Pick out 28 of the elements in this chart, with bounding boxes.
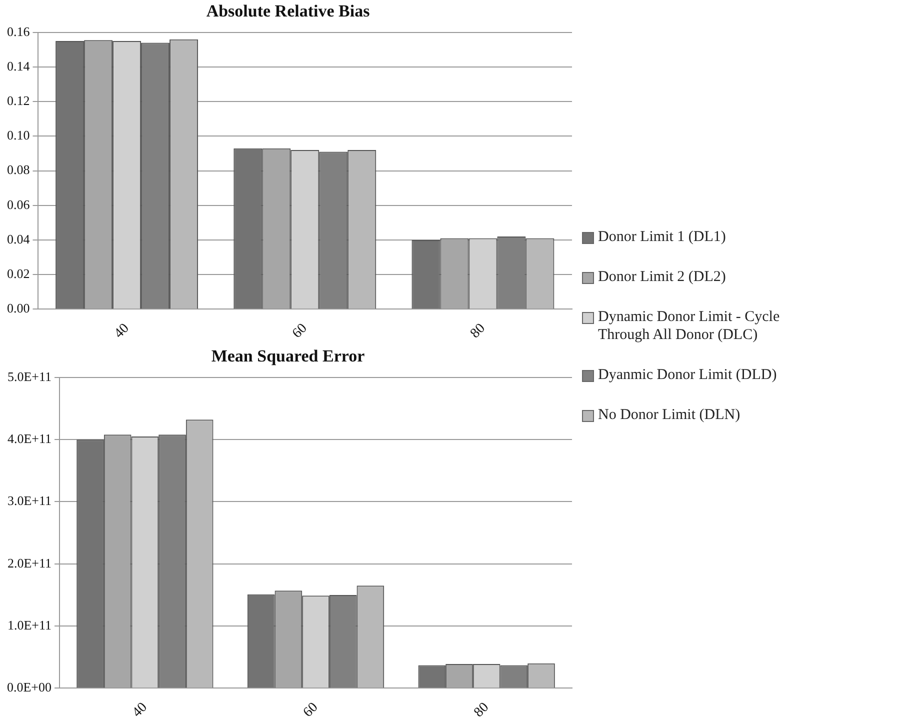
y-tick-label: 0.02 xyxy=(7,266,30,282)
y-tick-label: 5.0E+11 xyxy=(7,368,52,384)
x-tick-label: 60 xyxy=(290,320,310,342)
x-tick-label: 40 xyxy=(112,320,132,342)
y-tick-label: 2.0E+11 xyxy=(7,555,52,570)
y-tick-label: 1.0E+11 xyxy=(7,617,52,632)
x-tick-label: 80 xyxy=(468,320,488,342)
y-tick-label: 0.04 xyxy=(7,231,30,246)
y-tick-label: 0.0E+00 xyxy=(6,680,52,695)
y-tick-label: 0.16 xyxy=(7,24,30,39)
legend-label: Donor Limit 1 (DL1) xyxy=(598,228,726,246)
y-tick-label: 0.08 xyxy=(7,162,30,178)
legend-label: No Donor Limit (DLN) xyxy=(598,406,740,424)
x-tick-label: 40 xyxy=(130,700,150,720)
y-tick-label: 0.10 xyxy=(7,128,30,143)
y-tick-label: 0.00 xyxy=(7,300,30,316)
legend-label: Donor Limit 2 (DL2) xyxy=(598,268,726,286)
legend-label: Dyanmic Donor Limit (DLD) xyxy=(598,366,777,384)
legend-label: Dynamic Donor Limit - Cycle Through All Donor (DLC) xyxy=(598,308,781,344)
chart-title: Mean Squared Error xyxy=(211,346,366,366)
chart-title: Absolute Relative Bias xyxy=(206,2,370,21)
x-tick-label: 80 xyxy=(472,700,492,720)
y-tick-label: 0.12 xyxy=(7,93,30,108)
x-tick-label: 60 xyxy=(300,700,322,720)
y-tick-label: 0.06 xyxy=(7,196,30,212)
y-tick-label: 0.14 xyxy=(7,58,30,74)
y-tick-label: 4.0E+11 xyxy=(7,430,52,446)
y-tick-label: 3.0E+11 xyxy=(7,493,52,508)
